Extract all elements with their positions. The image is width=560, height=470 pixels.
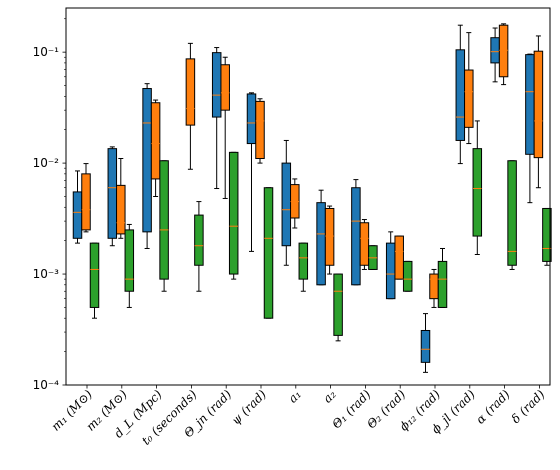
box-iqr <box>263 187 274 319</box>
box-green <box>89 242 100 319</box>
box-iqr <box>246 93 257 145</box>
box-green <box>124 223 135 308</box>
box-iqr <box>420 329 431 363</box>
box-green <box>263 187 274 319</box>
box-iqr <box>228 151 239 275</box>
box-iqr <box>116 184 126 235</box>
box-iqr <box>107 148 118 239</box>
box-iqr <box>194 214 204 266</box>
box-iqr <box>72 191 83 239</box>
box-orange <box>533 35 544 189</box>
box-iqr <box>89 242 100 308</box>
box-iqr <box>385 242 396 300</box>
box-iqr <box>220 64 230 111</box>
box-iqr <box>185 58 196 126</box>
box-orange <box>429 268 439 308</box>
box-orange <box>359 219 370 270</box>
box-iqr <box>281 162 292 247</box>
box-green <box>507 160 517 270</box>
box-orange <box>81 163 91 233</box>
box-iqr <box>316 202 326 286</box>
box-blue <box>420 313 431 373</box>
box-iqr <box>490 37 500 64</box>
box-green <box>159 160 169 292</box>
box-orange <box>185 42 196 170</box>
box-green <box>333 273 343 342</box>
box-iqr <box>351 187 361 286</box>
box-iqr <box>298 242 309 280</box>
box-iqr <box>255 100 265 160</box>
box-orange <box>116 158 126 239</box>
box-blue <box>316 189 326 286</box>
box-iqr <box>333 273 343 336</box>
box-iqr <box>124 229 135 292</box>
box-iqr <box>324 207 335 266</box>
box-iqr <box>437 260 448 308</box>
box-iqr <box>211 52 222 118</box>
box-iqr <box>429 273 439 300</box>
box-iqr <box>525 54 535 155</box>
box-green <box>194 201 204 292</box>
plot-content <box>72 23 552 373</box>
box-orange <box>464 32 474 145</box>
box-iqr <box>402 260 413 292</box>
box-orange <box>220 56 230 199</box>
box-green <box>368 245 378 270</box>
box-iqr <box>142 88 152 233</box>
box-iqr <box>542 207 552 262</box>
box-orange <box>324 205 335 275</box>
box-iqr <box>472 148 483 237</box>
box-iqr <box>359 222 370 266</box>
box-green <box>402 260 413 292</box>
box-orange <box>290 178 300 229</box>
box-blue <box>490 27 500 83</box>
box-iqr <box>150 102 161 180</box>
box-orange <box>255 98 265 164</box>
y-tick-label: 10⁻³ <box>33 267 60 281</box>
box-orange <box>394 235 404 280</box>
y-tick-label: 10⁻² <box>33 156 60 170</box>
box-blue <box>107 146 118 247</box>
box-iqr <box>498 24 509 78</box>
box-iqr <box>394 235 404 280</box>
box-green <box>472 120 483 256</box>
box-iqr <box>81 173 91 231</box>
box-blue <box>142 83 152 249</box>
box-green <box>437 247 448 308</box>
y-axis: 10⁻⁴ 10⁻³ 10⁻² 10⁻¹ <box>33 18 66 392</box>
box-green <box>298 242 309 292</box>
box-green <box>228 151 239 280</box>
y-tick-label: 10⁻¹ <box>33 45 60 59</box>
box-iqr <box>507 160 517 266</box>
box-orange <box>498 23 509 86</box>
box-iqr <box>464 69 474 128</box>
box-orange <box>150 99 161 197</box>
y-tick-label: 10⁻⁴ <box>33 378 60 392</box>
box-blue <box>351 179 361 286</box>
box-iqr <box>455 49 466 141</box>
box-iqr <box>159 160 169 280</box>
box-iqr <box>533 50 544 159</box>
